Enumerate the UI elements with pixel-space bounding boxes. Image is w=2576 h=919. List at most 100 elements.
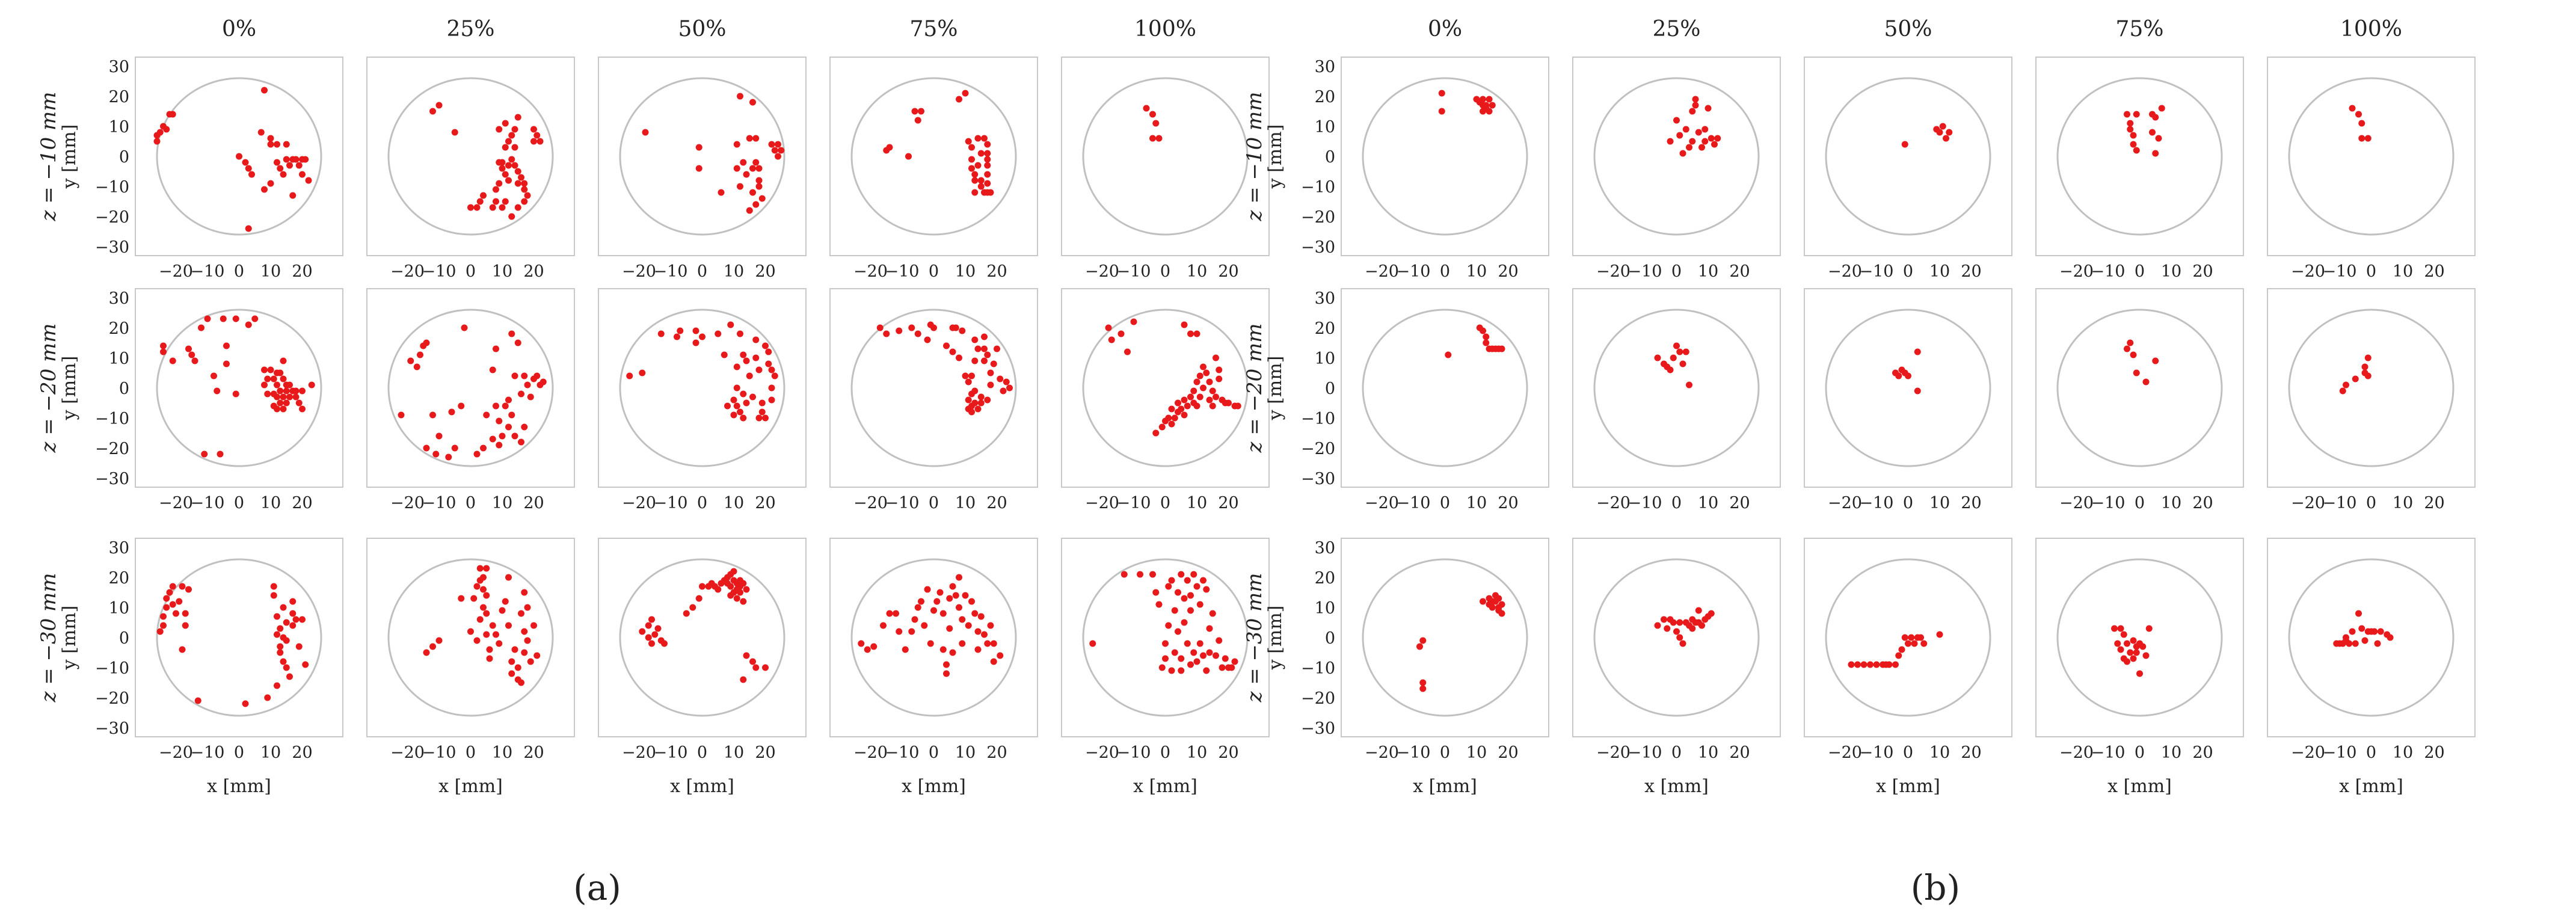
subplot: −20−10 0 10 20 x [mm] bbox=[1804, 538, 2012, 797]
data-point bbox=[2130, 132, 2137, 139]
data-point bbox=[267, 135, 274, 142]
data-point bbox=[473, 637, 481, 644]
y-tick-label: 0 bbox=[1325, 148, 1335, 167]
y-tick-label: −30 bbox=[95, 470, 129, 488]
data-point bbox=[476, 198, 484, 205]
data-point bbox=[864, 646, 871, 653]
y-tick-label: −10 bbox=[95, 178, 129, 197]
data-point bbox=[299, 405, 306, 413]
subplot: −20−10 0 10 20 bbox=[598, 57, 807, 281]
data-point bbox=[1171, 414, 1178, 422]
data-point bbox=[156, 129, 164, 136]
data-point bbox=[1480, 327, 1486, 334]
data-point bbox=[295, 643, 303, 650]
data-point bbox=[990, 658, 997, 665]
data-point bbox=[730, 568, 737, 575]
x-tick-label: 20 bbox=[1961, 494, 1981, 512]
data-point bbox=[1152, 120, 1160, 127]
data-point bbox=[946, 595, 953, 602]
y-axis-label: y [mm] bbox=[1265, 356, 1286, 421]
boundary-circle bbox=[2056, 77, 2223, 236]
data-point bbox=[1187, 607, 1194, 614]
data-point bbox=[429, 411, 436, 419]
data-point bbox=[733, 384, 740, 392]
data-point bbox=[496, 159, 503, 166]
data-point bbox=[762, 342, 769, 349]
data-point bbox=[984, 396, 991, 404]
data-point bbox=[283, 399, 290, 407]
data-point bbox=[163, 595, 170, 602]
data-point bbox=[733, 402, 740, 410]
data-point bbox=[261, 381, 268, 389]
x-tick-label: −10 bbox=[422, 262, 456, 281]
data-point bbox=[914, 330, 921, 337]
data-point bbox=[1901, 634, 1908, 641]
x-tick-label: −20 bbox=[622, 494, 656, 512]
x-tick-label: −20 bbox=[2291, 743, 2325, 762]
data-point bbox=[511, 432, 518, 440]
subplot-frame bbox=[2035, 288, 2244, 488]
data-point bbox=[1222, 655, 1229, 662]
data-point bbox=[1936, 129, 1943, 136]
boundary-circle bbox=[156, 558, 322, 717]
data-point bbox=[689, 604, 696, 611]
row-label: z = −30 mm bbox=[37, 573, 61, 702]
data-point bbox=[2117, 625, 2124, 632]
data-point bbox=[737, 583, 743, 590]
data-point bbox=[746, 207, 753, 214]
data-point bbox=[160, 622, 167, 629]
data-point bbox=[480, 586, 487, 593]
data-point bbox=[508, 213, 515, 220]
x-tick-label: 20 bbox=[292, 262, 312, 281]
x-axis-label: x [mm] bbox=[207, 776, 271, 797]
data-point bbox=[489, 435, 496, 443]
y-tick-label: 30 bbox=[109, 58, 129, 76]
data-point bbox=[1130, 318, 1137, 325]
data-point bbox=[737, 183, 743, 190]
data-point bbox=[730, 396, 737, 404]
data-point bbox=[277, 399, 284, 407]
data-point bbox=[949, 348, 956, 355]
data-point bbox=[267, 180, 274, 187]
data-point bbox=[758, 408, 766, 416]
data-point bbox=[283, 664, 290, 671]
x-tick-label: −20 bbox=[1085, 743, 1119, 762]
subplot-frame bbox=[2035, 538, 2244, 737]
data-point bbox=[274, 613, 280, 620]
data-point bbox=[277, 165, 284, 172]
data-point bbox=[883, 330, 890, 337]
data-point bbox=[1686, 381, 1692, 389]
x-tick-label: 10 bbox=[260, 743, 281, 762]
data-point bbox=[163, 604, 170, 611]
data-point bbox=[169, 583, 176, 590]
data-point bbox=[645, 634, 652, 641]
data-point bbox=[924, 586, 931, 593]
data-point bbox=[480, 604, 487, 611]
data-point bbox=[876, 324, 884, 331]
panel-label-a: (a) bbox=[573, 867, 621, 908]
data-point bbox=[232, 315, 239, 322]
data-point bbox=[1193, 378, 1200, 386]
boundary-circle bbox=[850, 309, 1017, 467]
data-point bbox=[1228, 664, 1235, 671]
data-point bbox=[505, 138, 512, 145]
data-point bbox=[2349, 628, 2356, 635]
data-point bbox=[987, 381, 994, 389]
y-tick-label: −10 bbox=[95, 410, 129, 428]
data-point bbox=[2152, 114, 2159, 121]
data-point bbox=[765, 348, 772, 355]
data-point bbox=[987, 622, 994, 629]
data-point bbox=[1886, 661, 1893, 668]
column-label: 25% bbox=[1652, 17, 1700, 41]
data-point bbox=[699, 583, 705, 590]
data-point bbox=[674, 333, 680, 340]
data-point bbox=[277, 625, 284, 632]
data-point bbox=[169, 601, 176, 608]
data-point bbox=[1692, 96, 1699, 103]
data-point bbox=[1676, 348, 1683, 355]
data-point bbox=[1216, 366, 1223, 373]
data-point bbox=[289, 622, 297, 629]
row-label: z = −10 mm bbox=[1243, 91, 1267, 221]
data-point bbox=[971, 171, 979, 178]
subplot: −20−10 0 10 20 x [mm] bbox=[2267, 538, 2476, 797]
